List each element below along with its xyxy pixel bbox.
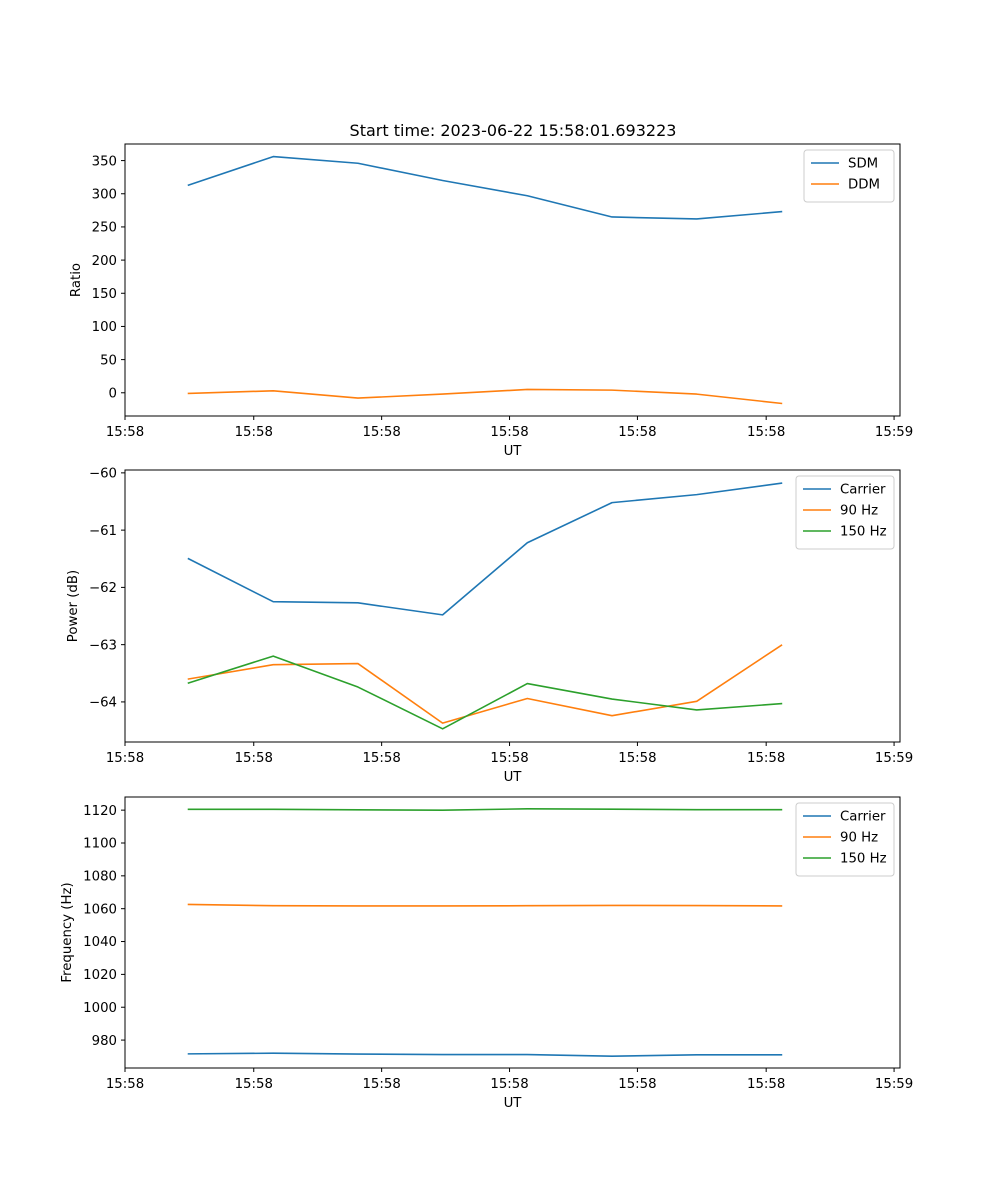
chart-panel-2: 15:58 15:58 15:58 15:58 15:58 15:58 15:59 −64 −6…	[66, 467, 913, 785]
x-axis-label: UT	[504, 770, 523, 785]
y-tick-label: 1100	[83, 837, 117, 852]
legend-entry: 90 Hz	[840, 831, 878, 846]
x-tick-label: 15:58	[490, 1077, 528, 1092]
x-tick-label: 15:58	[362, 425, 400, 440]
plot-frame	[124, 143, 901, 417]
chart-title: Start time: 2023-06-22 15:58:01.693223	[350, 121, 677, 140]
legend: SDM DDM	[803, 149, 895, 203]
legend-entry: 150 Hz	[840, 525, 887, 540]
x-tick-label: 15:58	[490, 425, 528, 440]
series-line-sdm	[187, 155, 783, 220]
y-tick-label: 1020	[83, 968, 117, 983]
y-tick-label: 100	[92, 320, 117, 335]
x-tick-label: 15:58	[618, 1077, 656, 1092]
y-tick-label: −60	[89, 467, 117, 482]
plot-frame	[124, 469, 901, 743]
x-tick-label: 15:59	[875, 751, 913, 766]
x-tick-label: 15:58	[362, 751, 400, 766]
x-tick-label: 15:58	[235, 425, 273, 440]
x-tick-label: 15:58	[618, 425, 656, 440]
series-line-ddm	[187, 388, 783, 405]
x-tick-label: 15:58	[490, 751, 528, 766]
x-tick-label: 15:58	[106, 425, 144, 440]
y-tick-label: 1120	[83, 804, 117, 819]
x-tick-label: 15:59	[875, 425, 913, 440]
legend-entry: DDM	[848, 178, 880, 193]
x-tick-label: 15:58	[106, 1077, 144, 1092]
y-tick-label: −61	[89, 524, 117, 539]
y-tick-label: −63	[89, 638, 117, 653]
panels: 15:58 15:58 15:58 15:58 15:58 15:58 15:59 0 50 10…	[60, 143, 913, 1111]
series-line-carrier	[187, 1052, 783, 1057]
x-tick-label: 15:58	[618, 751, 656, 766]
plot-frame	[124, 796, 901, 1069]
legend-entry: Carrier	[840, 810, 886, 825]
y-tick-label: 250	[92, 221, 117, 236]
y-tick-label: 0	[109, 386, 117, 401]
y-tick-label: 300	[92, 187, 117, 202]
y-tick-label: 200	[92, 254, 117, 269]
x-tick-label: 15:58	[747, 1077, 785, 1092]
y-tick-label: 1040	[83, 935, 117, 950]
legend-entry: 150 Hz	[840, 852, 887, 867]
legend: Carrier 90 Hz 150 Hz	[795, 475, 895, 550]
series-line-90-hz	[187, 644, 783, 724]
series-line-150-hz	[187, 808, 783, 811]
legend-entry: Carrier	[840, 483, 886, 498]
chart-panel-1: 15:58 15:58 15:58 15:58 15:58 15:58 15:59 0 50 10…	[69, 143, 913, 459]
x-axis-label: UT	[504, 1096, 523, 1111]
y-axis-label: Frequency (Hz)	[60, 882, 75, 982]
y-tick-label: 150	[92, 287, 117, 302]
legend: Carrier 90 Hz 150 Hz	[795, 802, 895, 877]
x-tick-label: 15:58	[235, 1077, 273, 1092]
chart-panel-3: 15:58 15:58 15:58 15:58 15:58 15:58 15:59 980 10…	[60, 796, 913, 1111]
y-tick-label: 1060	[83, 902, 117, 917]
x-tick-label: 15:58	[235, 751, 273, 766]
x-tick-label: 15:59	[875, 1077, 913, 1092]
x-tick-label: 15:58	[747, 425, 785, 440]
y-axis-label: Power (dB)	[66, 570, 81, 642]
y-tick-label: −62	[89, 581, 117, 596]
x-tick-label: 15:58	[747, 751, 785, 766]
x-tick-label: 15:58	[362, 1077, 400, 1092]
y-tick-label: −64	[89, 696, 117, 711]
y-tick-label: 1080	[83, 870, 117, 885]
x-tick-label: 15:58	[106, 751, 144, 766]
y-tick-label: 350	[92, 154, 117, 169]
series-line-150-hz	[187, 655, 783, 730]
series-line-carrier	[187, 482, 783, 616]
x-axis-label: UT	[504, 444, 523, 459]
legend-entry: 90 Hz	[840, 504, 878, 519]
y-tick-label: 980	[92, 1034, 117, 1049]
y-tick-label: 1000	[83, 1001, 117, 1016]
y-tick-label: 50	[100, 353, 117, 368]
y-axis-label: Ratio	[69, 263, 84, 297]
legend-entry: SDM	[848, 157, 878, 172]
series-line-90-hz	[187, 903, 783, 907]
